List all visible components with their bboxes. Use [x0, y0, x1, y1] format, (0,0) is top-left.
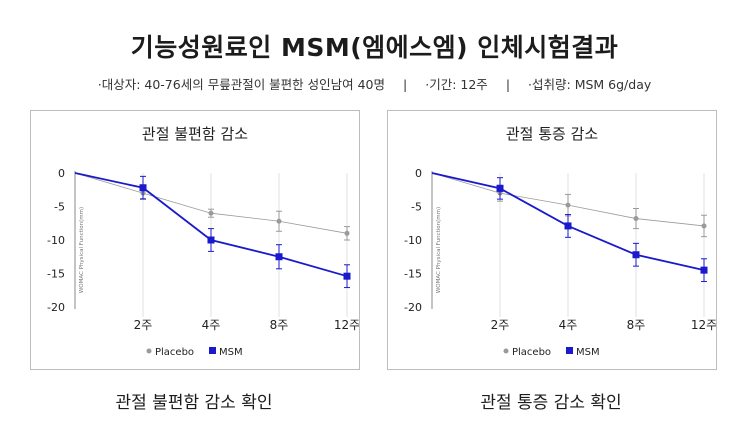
- legend-label-msm: MSM: [219, 347, 243, 358]
- data-point-msm: [275, 253, 283, 261]
- y-tick-label: -10: [404, 234, 422, 247]
- x-tick-label: 2주: [491, 318, 510, 332]
- y-tick-label: -5: [411, 201, 422, 214]
- legend-marker-msm: [209, 347, 216, 354]
- legend-marker-placebo: [503, 348, 509, 354]
- y-tick-label: -10: [47, 234, 65, 247]
- chart-discomfort: 관절 불편함 감소 0 -5 -10 -15 -20 WOMAC Physical Func…: [47, 125, 359, 358]
- y-tick-label: -20: [404, 301, 422, 314]
- y-tick-label: 0: [58, 167, 65, 180]
- data-point-msm: [207, 236, 215, 244]
- data-point-placebo: [701, 223, 707, 229]
- caption-pain: 관절 통증 감소 확인: [480, 393, 622, 413]
- y-tick-label: -15: [404, 268, 422, 281]
- data-point-msm: [564, 222, 572, 230]
- legend-label-placebo: Placebo: [512, 347, 551, 358]
- x-tick-label: 8주: [270, 318, 289, 332]
- data-point-placebo: [208, 210, 214, 216]
- chart-panel-discomfort: 관절 불편함 감소 0 -5 -10 -15 -20 WOMAC Physical Func…: [30, 110, 360, 370]
- info-dosage: ·섭취량: MSM 6g/day: [528, 77, 652, 92]
- info-separator: |: [505, 77, 511, 92]
- page-title: 기능성원료인 MSM(엠에스엠) 인체시험결과: [130, 33, 619, 62]
- x-tick-label: 2주: [134, 318, 153, 332]
- data-point-placebo: [344, 230, 350, 236]
- data-point-msm: [139, 184, 147, 192]
- x-tick-label: 8주: [627, 318, 646, 332]
- chart-title: 관절 통증 감소: [506, 125, 599, 143]
- chart-title: 관절 불편함 감소: [142, 125, 248, 143]
- study-info: ·대상자: 40-76세의 무릎관절이 불편한 성인남여 40명 | ·기간: 12…: [0, 74, 749, 93]
- legend-label-msm: MSM: [576, 347, 600, 358]
- y-tick-label: 0: [415, 167, 422, 180]
- chart-panel-pain: 관절 통증 감소 0 -5 -10 -15 -20 WOMAC Physical Funct…: [387, 110, 717, 370]
- data-point-msm: [700, 266, 708, 274]
- data-point-placebo: [276, 218, 282, 224]
- x-tick-label: 12주: [691, 318, 716, 332]
- data-point-msm: [632, 251, 640, 259]
- legend-marker-placebo: [146, 348, 152, 354]
- y-axis-label: WOMAC Physical Function(mm): [79, 207, 85, 293]
- y-tick-label: -20: [47, 301, 65, 314]
- data-point-placebo: [565, 202, 571, 208]
- legend-marker-msm: [566, 347, 573, 354]
- x-tick-label: 4주: [202, 318, 221, 332]
- info-separator: |: [403, 77, 408, 92]
- x-tick-label: 4주: [559, 318, 578, 332]
- chart-pain: 관절 통증 감소 0 -5 -10 -15 -20 WOMAC Physical Funct…: [404, 125, 716, 358]
- data-point-msm: [496, 184, 504, 192]
- info-subjects: ·대상자: 40-76세의 무릎관절이 불편한 성인남여 40명: [97, 77, 386, 92]
- y-tick-label: -15: [47, 268, 65, 281]
- y-axis-label: WOMAC Physical Function(mm): [436, 207, 442, 293]
- info-period: ·기간: 12주: [425, 77, 488, 92]
- y-tick-label: -5: [54, 201, 65, 214]
- data-point-msm: [343, 272, 351, 280]
- data-point-placebo: [633, 216, 639, 222]
- x-tick-label: 12주: [334, 318, 359, 332]
- caption-discomfort: 관절 불편함 감소 확인: [115, 393, 273, 413]
- legend-label-placebo: Placebo: [155, 347, 194, 358]
